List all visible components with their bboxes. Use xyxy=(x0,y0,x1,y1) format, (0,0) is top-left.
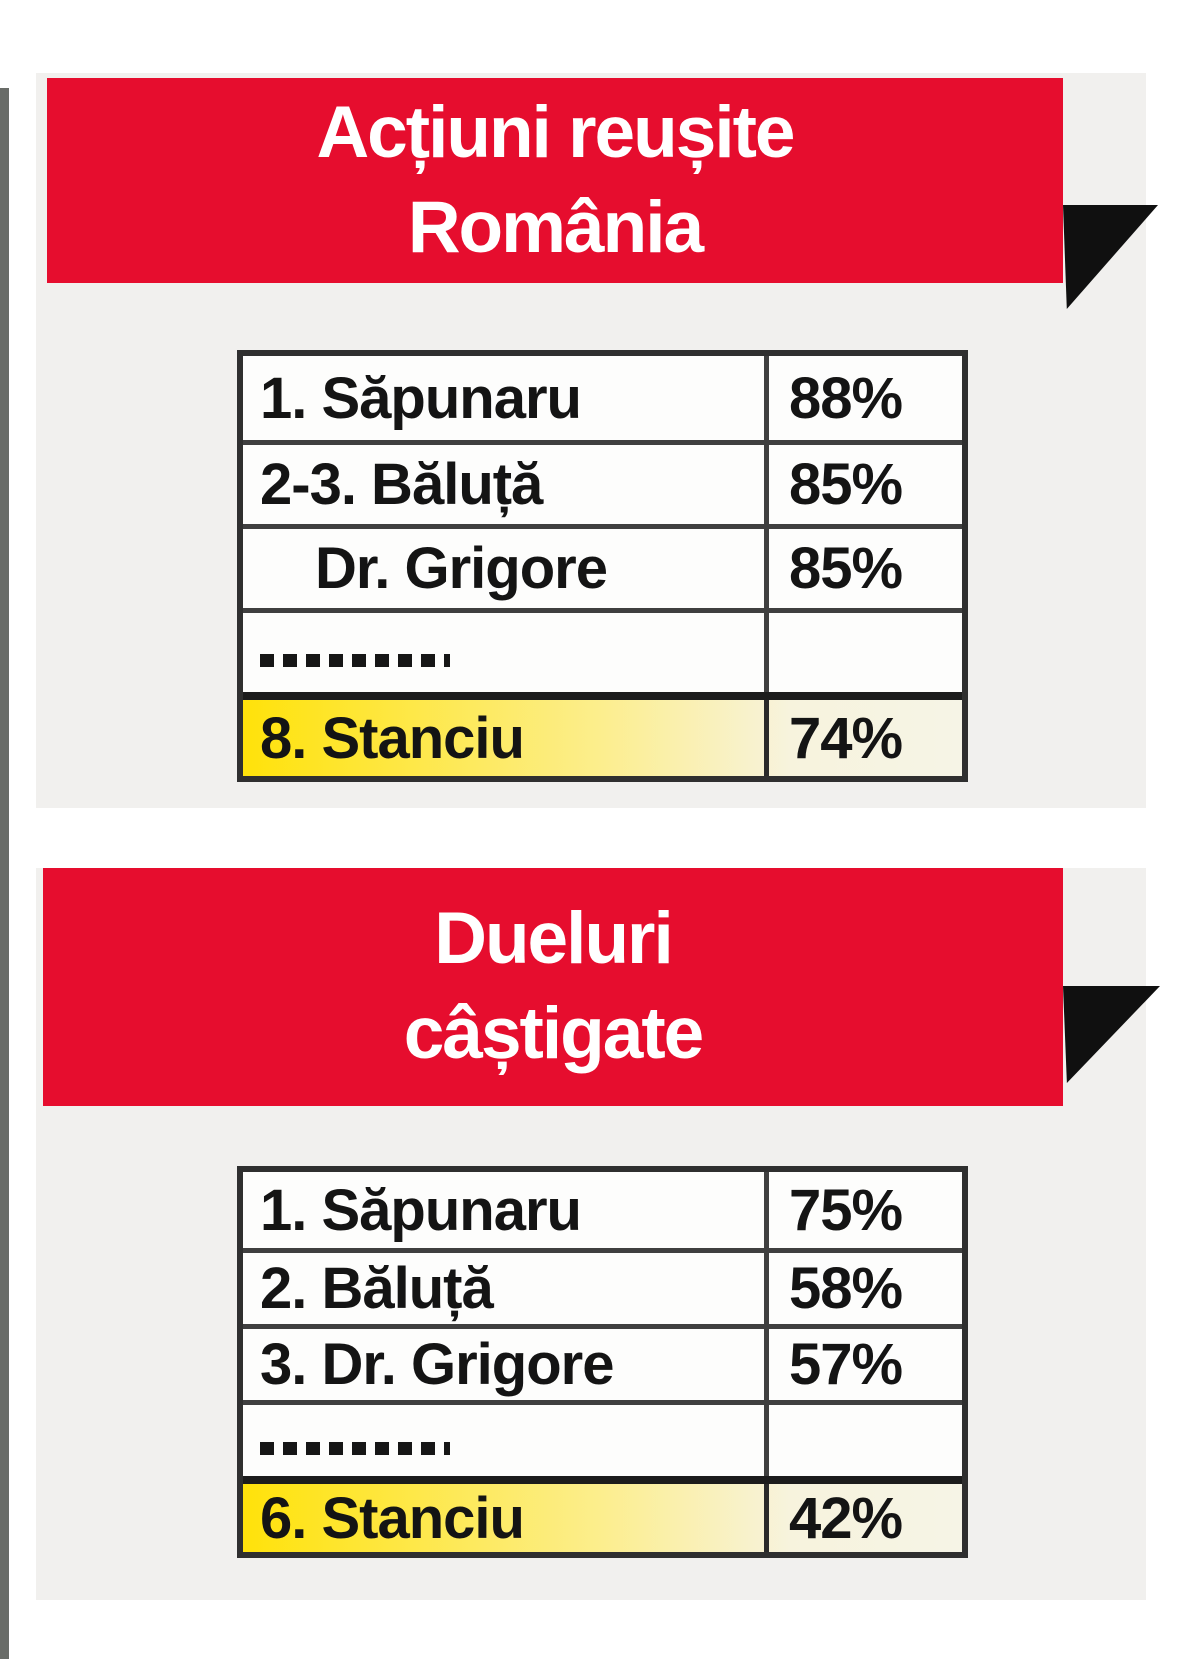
banner-line: România xyxy=(407,186,704,268)
section-gap xyxy=(9,808,1146,868)
empty-value-cell xyxy=(769,613,962,692)
table-row: 1. Săpunaru 75% xyxy=(243,1172,962,1248)
player-label: 8. Stanciu xyxy=(243,700,769,776)
player-value: 85% xyxy=(789,536,903,601)
player-label: Dr. Grigore xyxy=(243,529,769,608)
separator-row xyxy=(243,1400,962,1476)
table-row: 3. Dr. Grigore 57% xyxy=(243,1324,962,1400)
player-label: 2-3. Băluță xyxy=(243,445,769,524)
left-edge-stripe xyxy=(0,88,9,1659)
player-value: 75% xyxy=(789,1177,903,1243)
table-row: 2-3. Băluță 85% xyxy=(243,440,962,524)
player-label: 1. Săpunaru xyxy=(243,356,769,440)
player-value: 74% xyxy=(789,705,903,771)
player-value: 42% xyxy=(789,1485,903,1551)
player-value: 85% xyxy=(789,452,903,517)
table-row: 6. Stanciu 42% xyxy=(243,1476,962,1552)
player-value: 58% xyxy=(789,1256,903,1321)
player-value: 88% xyxy=(789,365,903,431)
stats-table-actiuni: 1. Săpunaru 88% 2-3. Băluță 85% Dr. Grigore 8… xyxy=(237,350,968,782)
table-row: Dr. Grigore 85% xyxy=(243,524,962,608)
banner-line: câștigate xyxy=(403,993,705,1074)
player-label: 6. Stanciu xyxy=(243,1484,769,1552)
empty-value-cell xyxy=(769,1405,962,1476)
table-row: 1. Săpunaru 88% xyxy=(243,356,962,440)
dashed-line xyxy=(260,1442,450,1455)
banner-line: Acțiuni reușite xyxy=(316,91,795,173)
separator-cell xyxy=(243,1405,769,1476)
dashed-line xyxy=(260,654,450,667)
separator-cell xyxy=(243,613,769,692)
player-value: 57% xyxy=(789,1332,903,1397)
banner-dueluri-castigate: Dueluri câștigate xyxy=(43,868,1063,1106)
stats-table-dueluri: 1. Săpunaru 75% 2. Băluță 58% 3. Dr. Grigore… xyxy=(237,1166,968,1558)
separator-row xyxy=(243,608,962,692)
table-row: 8. Stanciu 74% xyxy=(243,692,962,776)
banner-line: Dueluri xyxy=(434,898,673,980)
player-label: 3. Dr. Grigore xyxy=(243,1329,769,1400)
player-label: 1. Săpunaru xyxy=(243,1172,769,1248)
table-row: 2. Băluță 58% xyxy=(243,1248,962,1324)
player-label: 2. Băluță xyxy=(243,1253,769,1324)
banner-actiuni-reusite: Acțiuni reușite România xyxy=(47,78,1063,283)
